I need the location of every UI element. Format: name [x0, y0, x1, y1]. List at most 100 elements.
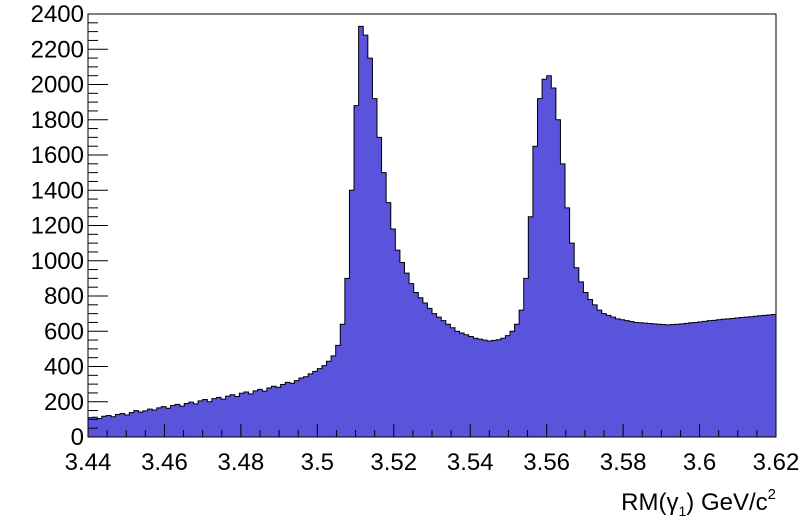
x-axis-title-mid: ) GeV/c: [686, 489, 767, 516]
histogram-bin: [115, 414, 121, 437]
x-tick-label: 3.48: [218, 449, 265, 476]
histogram-bin: [491, 340, 497, 437]
histogram-bin: [748, 316, 754, 437]
histogram-bin: [202, 399, 208, 437]
histogram-bin: [390, 229, 396, 437]
histogram-bin: [367, 58, 373, 437]
histogram-bin: [615, 318, 621, 437]
x-tick-label: 3.54: [447, 449, 494, 476]
histogram-bin: [679, 323, 685, 437]
histogram-bin: [161, 406, 167, 437]
y-tick-label: 200: [44, 389, 84, 416]
histogram-bin: [532, 146, 538, 437]
histogram-bin: [574, 267, 580, 437]
histogram-bin: [473, 338, 479, 437]
x-tick-label: 3.44: [65, 449, 112, 476]
histogram-bin: [344, 278, 350, 437]
y-tick-label: 1400: [31, 177, 84, 204]
histogram-bin: [170, 405, 176, 437]
histogram-bin: [620, 319, 626, 437]
x-tick-label: 3.56: [523, 449, 570, 476]
histogram-bin: [734, 318, 740, 437]
histogram-bin: [216, 397, 222, 437]
histogram-bin: [326, 361, 332, 437]
histogram-bin: [610, 317, 616, 437]
histogram-bin: [138, 411, 144, 437]
histogram-bin: [698, 321, 704, 437]
histogram-bin: [766, 315, 772, 437]
histogram-bin: [771, 314, 777, 437]
histogram-bin: [688, 322, 694, 437]
histogram-bin: [757, 315, 763, 437]
x-tick-label: 3.46: [141, 449, 188, 476]
histogram-bin: [340, 324, 346, 437]
histogram-bin: [271, 386, 277, 437]
y-tick-label: 1800: [31, 107, 84, 134]
y-tick-label: 800: [44, 283, 84, 310]
histogram-bin: [583, 292, 589, 437]
histogram-bin: [381, 172, 387, 437]
histogram-bars: [87, 25, 777, 438]
x-tick-label: 3.58: [600, 449, 647, 476]
histogram-bin: [354, 105, 360, 438]
x-tick-label: 3.6: [683, 449, 716, 476]
histogram-bin: [500, 338, 506, 437]
histogram-bin: [188, 402, 194, 437]
histogram-bin: [266, 388, 272, 437]
histogram-bin: [294, 380, 300, 437]
y-tick-label: 2000: [31, 72, 84, 99]
histogram-bin: [629, 321, 635, 437]
histogram-bin: [298, 377, 304, 437]
histogram-bin: [624, 320, 630, 437]
y-tick-label: 1200: [31, 213, 84, 240]
histogram-outline: [87, 25, 777, 437]
x-tick-label: 3.52: [370, 449, 417, 476]
histogram-bin: [97, 418, 103, 437]
histogram-bin: [120, 413, 126, 437]
histogram-bin: [179, 406, 185, 437]
histogram-bin: [542, 79, 548, 438]
histogram-bin: [546, 75, 552, 437]
histogram-bin: [597, 310, 603, 437]
histogram-bin: [207, 401, 213, 437]
x-axis-title: RM(γ1) GeV/c2: [621, 486, 776, 519]
histogram-bin: [308, 373, 314, 437]
histogram-bin: [124, 414, 130, 437]
histogram-bin: [684, 323, 690, 437]
histogram-bin: [505, 335, 511, 437]
histogram-bin: [665, 324, 671, 437]
histogram-bin: [386, 202, 392, 437]
histogram-bin: [106, 415, 112, 437]
histogram-bin: [409, 283, 415, 437]
histogram-bin: [482, 340, 488, 437]
histogram-bin: [445, 324, 451, 437]
x-axis-title-sup: 2: [768, 486, 776, 503]
histogram-bin: [652, 323, 658, 437]
histogram-bin: [702, 321, 708, 437]
histogram-bin: [248, 393, 254, 437]
histogram-bin: [147, 409, 153, 437]
histogram-bin: [523, 278, 529, 437]
histogram-bin: [349, 190, 355, 437]
histogram-bin: [285, 382, 291, 437]
histogram-bin: [101, 416, 107, 437]
histogram-bin: [720, 319, 726, 437]
histogram-bin: [661, 324, 667, 437]
histogram-bin: [468, 336, 474, 437]
histogram-bin: [317, 368, 323, 437]
histogram-bin: [753, 316, 759, 437]
histogram-bin: [321, 365, 327, 437]
histogram-bin: [312, 371, 318, 437]
histogram-bin: [432, 313, 437, 437]
histogram-bin: [670, 324, 676, 437]
histogram-bin: [743, 317, 749, 437]
histogram-bin: [156, 407, 162, 437]
histogram-bin: [92, 417, 98, 437]
histogram-bin: [289, 383, 295, 437]
histogram-bin: [441, 320, 447, 437]
histogram-bin: [395, 250, 401, 437]
histogram-bin: [225, 396, 231, 437]
y-tick-label: 2200: [31, 36, 84, 63]
histogram-bin: [436, 317, 442, 437]
histogram-bin: [519, 310, 525, 437]
